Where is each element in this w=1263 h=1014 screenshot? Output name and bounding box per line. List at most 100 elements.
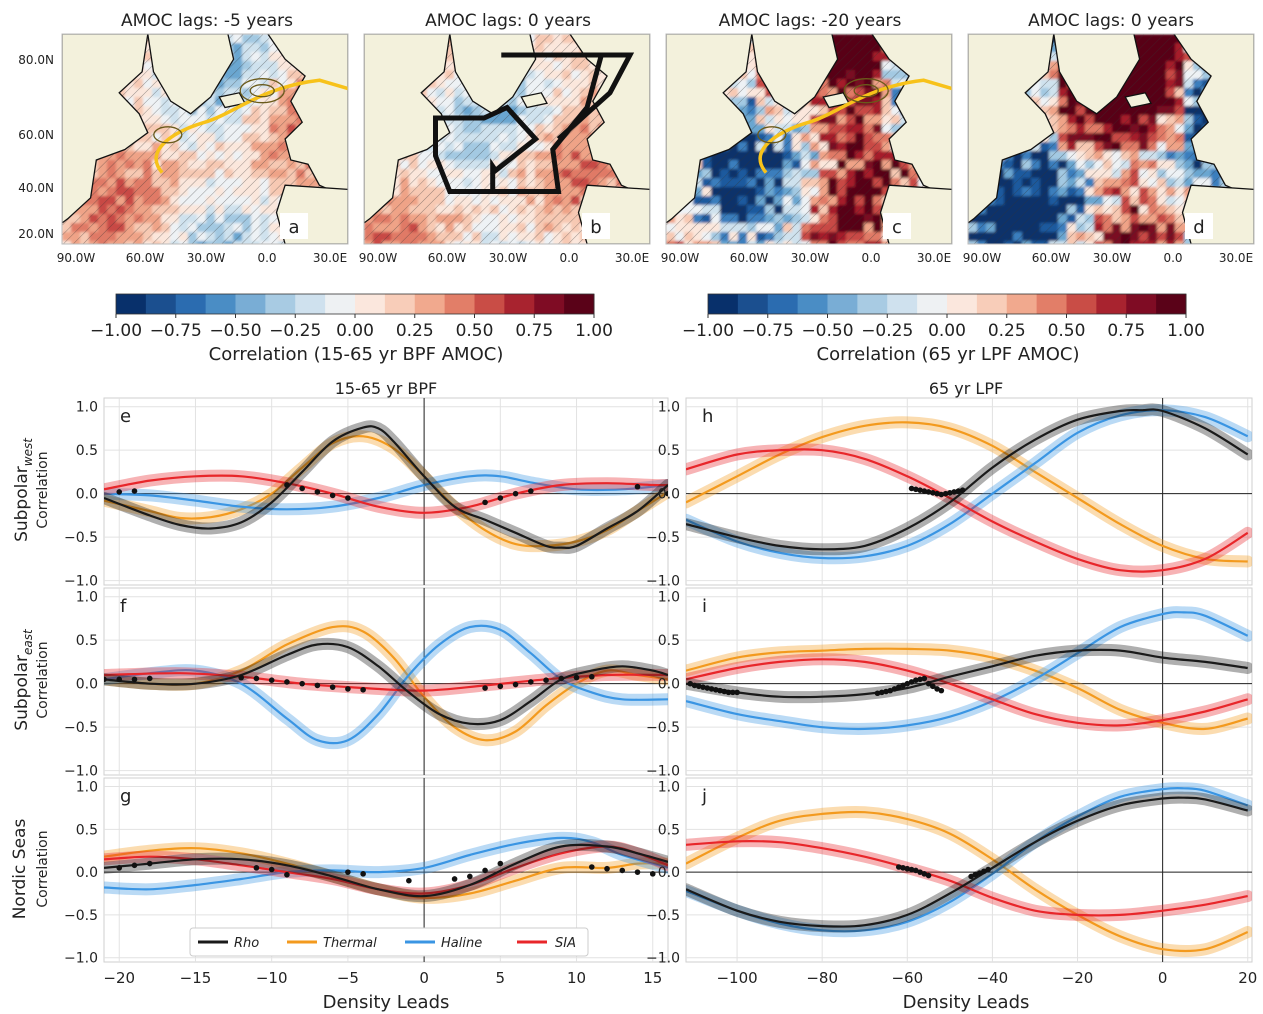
significance-marker xyxy=(921,675,928,682)
colorbar-cell xyxy=(917,294,948,314)
significance-marker xyxy=(528,488,534,494)
colorbar-cell xyxy=(797,294,828,314)
x-tick-label: 0 xyxy=(1158,969,1168,987)
series-line-sia xyxy=(686,658,1249,727)
y-tick-label: 1.0 xyxy=(76,780,98,796)
significance-marker xyxy=(146,675,153,682)
significance-marker xyxy=(938,491,945,498)
panel-letter-g: g xyxy=(120,786,131,807)
map-panel-a xyxy=(61,33,349,245)
x-tick-label: −20 xyxy=(1062,969,1094,987)
significance-marker xyxy=(725,689,732,696)
colorbar-cell xyxy=(116,294,147,314)
y-tick-label: −1.0 xyxy=(646,574,680,590)
svg-text:d: d xyxy=(1193,217,1204,238)
y-tick-label: 0.5 xyxy=(658,443,680,459)
map-title-d: AMOC lags: 0 years xyxy=(1028,11,1194,31)
significance-marker xyxy=(329,492,336,499)
colorbar-tick: 0.75 xyxy=(1107,321,1145,341)
xlabel-lpf: Density Leads xyxy=(903,992,1030,1013)
significance-marker xyxy=(558,675,565,682)
lat-tick-60: 60.0N xyxy=(18,128,54,142)
y-tick-label: −0.5 xyxy=(64,720,98,736)
significance-marker xyxy=(904,680,911,687)
legend-haline: Haline xyxy=(441,936,482,951)
significance-marker xyxy=(131,862,138,869)
ylabel-g: Correlation xyxy=(35,830,51,907)
series-line-sia xyxy=(104,474,668,514)
map-letter-c: c xyxy=(883,213,911,239)
colorbar-tick: 1.00 xyxy=(575,321,613,341)
lon-tick: 30.0E xyxy=(313,251,347,265)
significance-marker xyxy=(588,864,595,870)
map-letter-a: a xyxy=(280,213,308,239)
lon-tick: 0.0 xyxy=(1163,251,1182,265)
significance-marker xyxy=(528,679,534,685)
series-line-rho xyxy=(686,796,1248,928)
lon-tick: 0.0 xyxy=(257,251,276,265)
colorbar-lpf: −1.00 −0.75 −0.50 −0.25 0.00 0.25 0.50 0.75 1.00 xyxy=(682,293,1205,341)
significance-marker xyxy=(921,488,928,494)
series-line-haline xyxy=(104,474,668,511)
panel-letter-e: e xyxy=(120,406,131,427)
lon-tick: 30.0E xyxy=(1219,251,1253,265)
lon-tick: 90.0W xyxy=(661,251,700,265)
y-tick-label: 0.5 xyxy=(658,633,680,649)
significance-marker xyxy=(878,689,885,696)
significance-marker xyxy=(704,685,711,691)
significance-marker xyxy=(467,873,473,880)
x-tick-label: −10 xyxy=(256,969,288,987)
x-tick-label: 5 xyxy=(496,969,506,987)
significance-marker xyxy=(284,482,290,488)
y-tick-label: −1.0 xyxy=(64,951,98,967)
y-tick-label: 0.0 xyxy=(658,487,680,503)
x-tick-label: −20 xyxy=(103,969,135,987)
y-tick-label: 0.5 xyxy=(76,633,98,649)
lon-tick: 90.0W xyxy=(57,251,96,265)
panel-i: −1.0 −0.5 0.0 0.5 1.0 i xyxy=(646,587,1253,780)
significance-marker xyxy=(268,677,275,683)
colorbar-label-bpf: Correlation (15-65 yr BPF AMOC) xyxy=(209,344,504,365)
y-tick-label: −1.0 xyxy=(64,574,98,590)
significance-marker xyxy=(634,483,641,490)
y-tick-label: 0.5 xyxy=(76,443,98,459)
colorbar-cell xyxy=(827,294,858,314)
y-tick-label: 0.0 xyxy=(658,677,680,693)
significance-marker xyxy=(649,871,656,877)
colorbar-cell xyxy=(504,294,535,314)
colorbar-tick: 0.25 xyxy=(396,321,434,341)
lon-tick: 0.0 xyxy=(861,251,880,265)
colorbar-cell xyxy=(414,294,446,314)
colorbar-cell xyxy=(384,294,416,314)
map-letter-b: b xyxy=(582,213,610,239)
colorbar-cell xyxy=(767,294,799,314)
lon-tick: 30.0E xyxy=(615,251,649,265)
panel-e: −1.0 −0.5 0.0 0.5 1.0 e xyxy=(64,397,669,590)
significance-marker xyxy=(947,490,953,496)
panel-letter-i: i xyxy=(702,596,707,617)
colorbar-cell xyxy=(265,294,296,314)
panel-letter-j: j xyxy=(701,786,707,807)
x-tick-label: −15 xyxy=(180,969,212,987)
column-title-bpf: 15-65 yr BPF xyxy=(335,379,438,398)
y-tick-label: −1.0 xyxy=(646,951,680,967)
significance-marker xyxy=(146,860,153,867)
significance-marker xyxy=(904,865,911,872)
colorbar-tick: 0.50 xyxy=(1048,321,1086,341)
colorbar-cell xyxy=(887,294,918,314)
y-tick-label: 0.5 xyxy=(658,822,680,838)
lon-tick: 0.0 xyxy=(559,251,578,265)
y-tick-label: 1.0 xyxy=(76,590,98,606)
significance-marker xyxy=(887,687,894,694)
significance-marker xyxy=(891,686,898,692)
lon-tick-labels: 90.0W 60.0W 30.0W 0.0 30.0E 90.0W 60.0W 30.0W 0.… xyxy=(57,251,1253,265)
colorbar-cell xyxy=(947,294,978,314)
significance-marker xyxy=(717,687,723,694)
colorbar-cell xyxy=(708,294,739,314)
y-tick-label: −1.0 xyxy=(646,764,680,780)
significance-marker xyxy=(917,487,923,493)
significance-marker xyxy=(299,485,305,492)
significance-marker xyxy=(700,684,706,690)
significance-marker xyxy=(497,683,504,690)
